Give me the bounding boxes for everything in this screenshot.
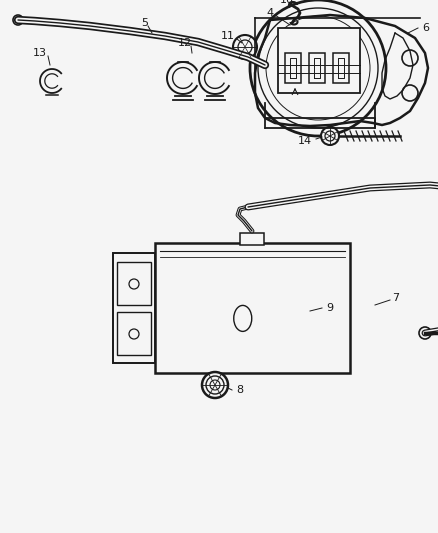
Text: 10: 10 — [280, 0, 294, 5]
Text: 14: 14 — [298, 136, 312, 146]
Bar — [309, 53, 325, 83]
Text: 11: 11 — [221, 31, 235, 41]
Bar — [278, 28, 360, 93]
Text: 13: 13 — [33, 48, 47, 58]
Bar — [117, 262, 151, 305]
Bar — [117, 312, 151, 355]
Text: 9: 9 — [326, 303, 334, 313]
Circle shape — [202, 372, 228, 398]
Text: 8: 8 — [237, 385, 244, 395]
Circle shape — [233, 35, 257, 59]
Bar — [285, 53, 301, 83]
Circle shape — [321, 127, 339, 145]
Bar — [240, 233, 264, 245]
Text: 12: 12 — [178, 38, 192, 48]
Text: 5: 5 — [141, 18, 148, 28]
FancyBboxPatch shape — [155, 243, 350, 373]
Text: 4: 4 — [266, 8, 274, 18]
Bar — [333, 53, 349, 83]
Text: 6: 6 — [422, 23, 429, 33]
Bar — [113, 253, 155, 363]
Text: 7: 7 — [392, 293, 399, 303]
